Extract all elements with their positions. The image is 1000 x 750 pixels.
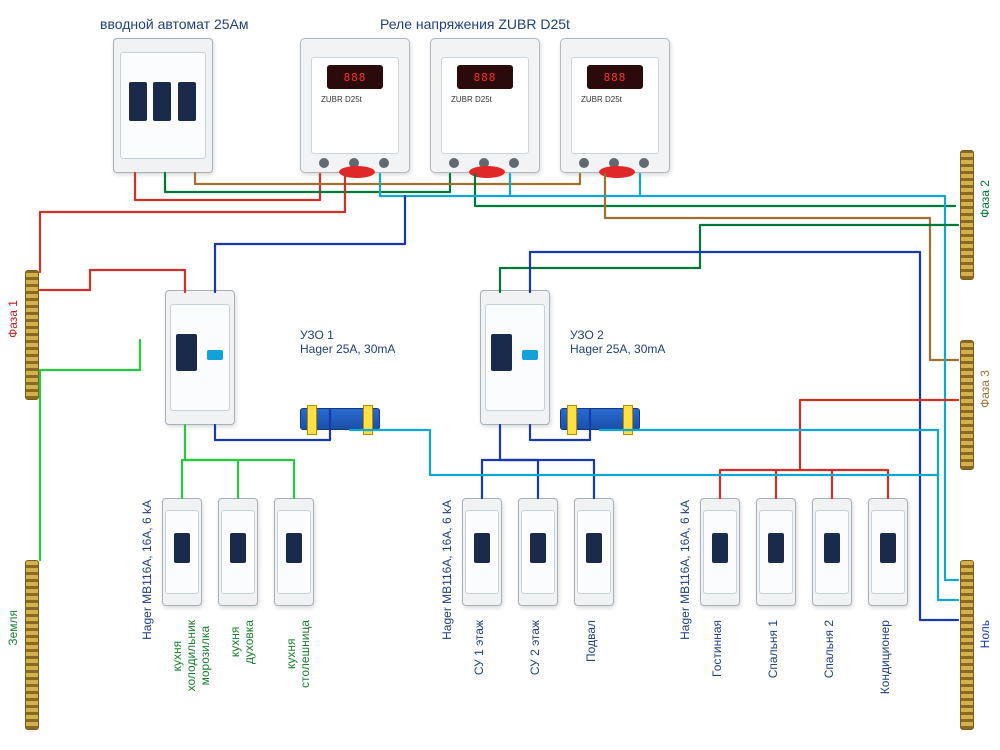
- breaker-3: [274, 498, 314, 606]
- breaker-1-label: кухня холодильник морозилка: [170, 620, 212, 691]
- breaker-5-label: СУ 2 этаж: [528, 620, 542, 675]
- breaker-1: [162, 498, 202, 606]
- voltage-relay-3: 888 ZUBR D25t: [560, 38, 670, 173]
- relay-brand: ZUBR D25t: [321, 95, 362, 104]
- busbar-ground: [25, 560, 39, 730]
- breaker-9-label: Спальня 2: [822, 620, 836, 678]
- breaker-6: [574, 498, 614, 606]
- breaker-7: [700, 498, 740, 606]
- busbar-phase3: [960, 340, 974, 470]
- neutral-bar-1: [300, 408, 380, 430]
- breaker-9: [812, 498, 852, 606]
- busbar-phase1-label: Фаза 1: [6, 300, 20, 338]
- rcd-1-label: УЗО 1 Hager 25A, 30mA: [300, 328, 395, 356]
- group2-header: Hager MB116A, 16A, 6 kA: [440, 500, 454, 640]
- busbar-neutral: [960, 560, 974, 730]
- rcd-2: [480, 290, 550, 425]
- neutral-bar-2: [560, 408, 640, 430]
- breaker-6-label: Подвал: [584, 620, 598, 662]
- breaker-10-label: Кондиционер: [878, 620, 892, 694]
- rcd-2-label: УЗО 2 Hager 25A, 30mA: [570, 328, 665, 356]
- title-voltage-relay: Реле напряжения ZUBR D25t: [380, 16, 570, 32]
- breaker-8: [756, 498, 796, 606]
- busbar-phase2-label: Фаза 2: [978, 180, 992, 218]
- voltage-relay-2: 888 ZUBR D25t: [430, 38, 540, 173]
- busbar-phase1: [25, 270, 39, 400]
- main-breaker: [113, 38, 213, 173]
- breaker-4-label: СУ 1 этаж: [472, 620, 486, 675]
- voltage-relay-1: 888 ZUBR D25t: [300, 38, 410, 173]
- breaker-2-label: кухня духовка: [228, 620, 256, 664]
- breaker-10: [868, 498, 908, 606]
- title-main-breaker: вводной автомат 25Ам: [100, 16, 249, 32]
- busbar-neutral-label: Ноль: [978, 620, 992, 648]
- busbar-phase3-label: Фаза 3: [978, 370, 992, 408]
- group1-header: Hager MB116A, 16A, 6 kA: [140, 500, 154, 640]
- busbar-phase2: [960, 150, 974, 280]
- breaker-2: [218, 498, 258, 606]
- breaker-3-label: кухня столешница: [284, 620, 312, 688]
- relay-display: 888: [344, 71, 367, 84]
- group3-header: Hager MB116A, 16A, 6 kA: [678, 500, 692, 640]
- busbar-ground-label: Земля: [6, 610, 20, 646]
- breaker-7-label: Гостинная: [710, 620, 724, 677]
- breaker-5: [518, 498, 558, 606]
- breaker-4: [462, 498, 502, 606]
- breaker-8-label: Спальня 1: [766, 620, 780, 678]
- rcd-1: [165, 290, 235, 425]
